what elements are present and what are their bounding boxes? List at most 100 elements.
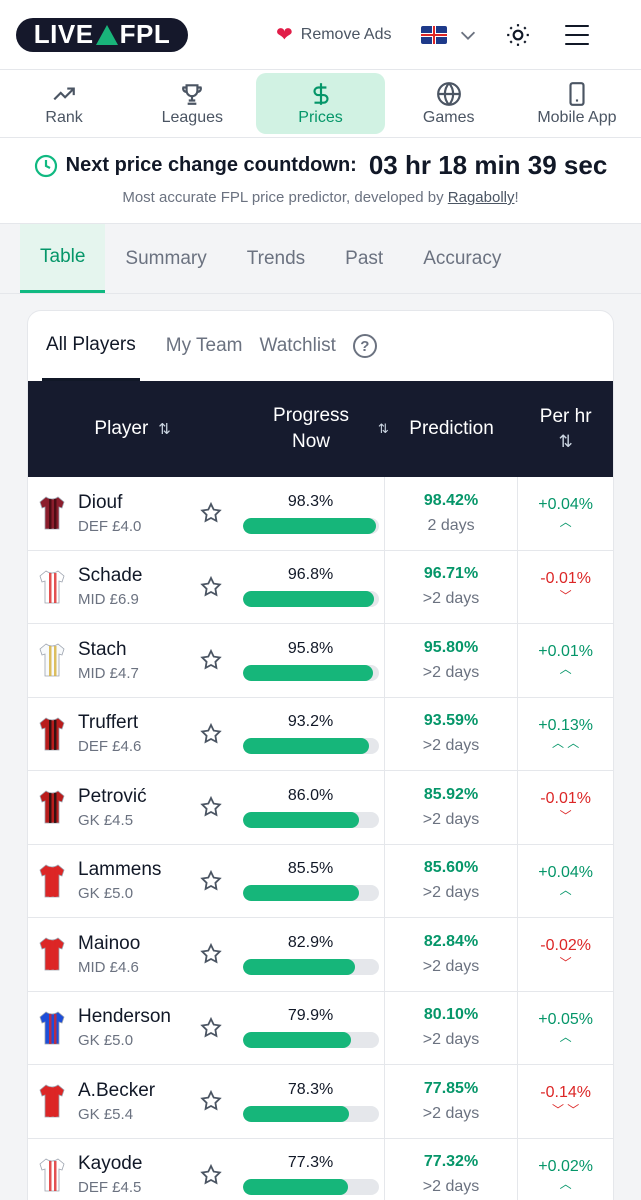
help-icon[interactable]: ? (352, 334, 377, 358)
player-name[interactable]: Mainoo (78, 932, 141, 954)
tab-summary[interactable]: Summary (125, 247, 207, 269)
progress-bar-fill (242, 517, 377, 534)
nav-label: Mobile App (537, 108, 617, 126)
table-row[interactable]: Diouf DEF £4.0 98.3% 98.42% 2 days +0.04… (28, 477, 613, 551)
ragabolly-link[interactable]: Ragabolly (447, 189, 515, 206)
sort-icon: ⇅ (377, 421, 389, 436)
player-name[interactable]: Schade (78, 565, 143, 587)
table-row[interactable]: Schade MID £6.9 96.8% 96.71% >2 days -0.… (28, 550, 613, 624)
per-hr-value: +0.02% (538, 1157, 593, 1175)
player-position-price: MID £6.9 (78, 591, 139, 609)
player-name[interactable]: Lammens (78, 859, 162, 881)
subtitle-suffix: ! (514, 189, 519, 206)
header-progress[interactable]: Progress Now ⇅ (237, 403, 389, 455)
prediction-time: >2 days (422, 663, 480, 681)
header-perhr-label: Per hr (539, 406, 592, 427)
prediction-value: 93.59% (423, 712, 479, 730)
remove-ads-button[interactable]: ❤ Remove Ads (276, 22, 391, 47)
player-name[interactable]: A.Becker (78, 1079, 156, 1101)
table-row[interactable]: Stach MID £4.7 95.8% 95.80% >2 days +0.0… (28, 624, 613, 698)
hamburger-menu-icon[interactable] (565, 24, 590, 45)
prediction-cell: 95.80% >2 days (385, 624, 519, 697)
prediction-cell: 85.92% >2 days (385, 771, 519, 844)
tab-trends[interactable]: Trends (246, 247, 306, 269)
player-name[interactable]: Diouf (78, 491, 123, 513)
arrow-up-icon: ︿ (559, 1176, 572, 1191)
per-hr-value: -0.14% (540, 1084, 591, 1102)
prediction-value: 95.80% (423, 638, 479, 656)
uk-flag-icon[interactable] (421, 25, 448, 44)
trophy-icon (182, 83, 203, 105)
tab-table[interactable]: Table (20, 224, 106, 293)
star-icon[interactable] (199, 501, 223, 525)
player-name[interactable]: Stach (78, 638, 127, 660)
progress-percent: 98.3% (287, 492, 334, 510)
player-name[interactable]: Henderson (78, 1006, 171, 1028)
progress-bar (242, 664, 379, 681)
team-shirt-icon (39, 790, 65, 824)
progress-percent: 95.8% (287, 639, 334, 657)
per-hr-value: -0.01% (540, 569, 591, 587)
progress-bar (242, 811, 379, 828)
player-name[interactable]: Kayode (78, 1153, 143, 1175)
chevron-down-icon[interactable] (457, 24, 479, 46)
player-cell: Schade MID £6.9 (28, 551, 237, 624)
nav-item-prices[interactable]: Prices (256, 73, 385, 134)
tab-past[interactable]: Past (345, 247, 384, 269)
progress-bar-fill (242, 885, 359, 902)
table-row[interactable]: Truffert DEF £4.6 93.2% 93.59% >2 days +… (28, 697, 613, 771)
tab-accuracy[interactable]: Accuracy (423, 247, 502, 269)
prediction-time: >2 days (422, 957, 480, 975)
nav-item-games[interactable]: Games (385, 70, 513, 137)
sun-icon[interactable] (505, 22, 531, 48)
arrow-up-icon: ︿ (559, 1029, 572, 1044)
table-row[interactable]: Henderson GK £5.0 79.9% 80.10% >2 days +… (28, 991, 613, 1065)
countdown-subtitle: Most accurate FPL price predictor, devel… (0, 189, 641, 206)
star-icon[interactable] (199, 942, 223, 966)
star-icon[interactable] (199, 575, 223, 599)
player-position-price: DEF £4.6 (78, 738, 142, 756)
progress-bar-fill (242, 1105, 350, 1122)
prediction-cell: 85.60% >2 days (385, 844, 519, 917)
header-progress-label: Progress Now (273, 405, 350, 452)
subtitle-text: Most accurate FPL price predictor, devel… (122, 189, 444, 206)
header-per-hr[interactable]: Per hr ⇅ (518, 406, 613, 452)
progress-cell: 96.8% (237, 550, 385, 623)
team-shirt-icon (39, 1158, 65, 1192)
subtab-all-players[interactable]: All Players (42, 311, 140, 381)
nav-item-mobile-app[interactable]: Mobile App (513, 70, 641, 137)
table-row[interactable]: A.Becker GK £5.4 78.3% 77.85% >2 days -0… (28, 1065, 613, 1139)
arrow-down-icon: ﹀ (559, 956, 572, 971)
progress-bar (242, 591, 379, 608)
table-row[interactable]: Lammens GK £5.0 85.5% 85.60% >2 days +0.… (28, 844, 613, 918)
subtab-my-team[interactable]: My Team (165, 335, 243, 356)
per-hr-value: +0.01% (538, 643, 593, 661)
star-icon[interactable] (199, 795, 223, 819)
per-hr-cell: -0.02% ﹀ (518, 918, 613, 991)
nav-item-leagues[interactable]: Leagues (128, 70, 256, 137)
player-cell: Diouf DEF £4.0 (28, 477, 237, 550)
per-hr-cell: -0.01% ﹀ (518, 551, 613, 624)
player-filter-tabs: All Players My Team Watchlist ? (28, 311, 613, 381)
table-row[interactable]: Petrović GK £4.5 86.0% 85.92% >2 days -0… (28, 771, 613, 845)
table-header: Player ⇅ Progress Now ⇅ Prediction Per hr… (28, 381, 613, 477)
prediction-cell: 93.59% >2 days (385, 697, 519, 770)
team-shirt-icon (39, 864, 65, 898)
nav-item-rank[interactable]: Rank (0, 70, 128, 137)
table-row[interactable]: Kayode DEF £4.5 77.3% 77.32% >2 days +0.… (28, 1138, 613, 1200)
player-name[interactable]: Truffert (78, 712, 139, 734)
star-icon[interactable] (199, 722, 223, 746)
star-icon[interactable] (199, 1163, 223, 1187)
star-icon[interactable] (199, 869, 223, 893)
header-prediction[interactable]: Prediction (385, 418, 519, 440)
team-shirt-icon (39, 937, 65, 971)
star-icon[interactable] (199, 1089, 223, 1113)
per-hr-cell: +0.02% ︿ (518, 1139, 613, 1200)
player-name[interactable]: Petrović (78, 785, 147, 807)
subtab-watchlist[interactable]: Watchlist (259, 335, 336, 356)
header-player[interactable]: Player ⇅ (28, 418, 237, 440)
star-icon[interactable] (199, 1016, 223, 1040)
livefpl-logo[interactable]: LIVE FPL (16, 17, 188, 52)
table-row[interactable]: Mainoo MID £4.6 82.9% 82.84% >2 days -0.… (28, 918, 613, 992)
star-icon[interactable] (199, 648, 223, 672)
